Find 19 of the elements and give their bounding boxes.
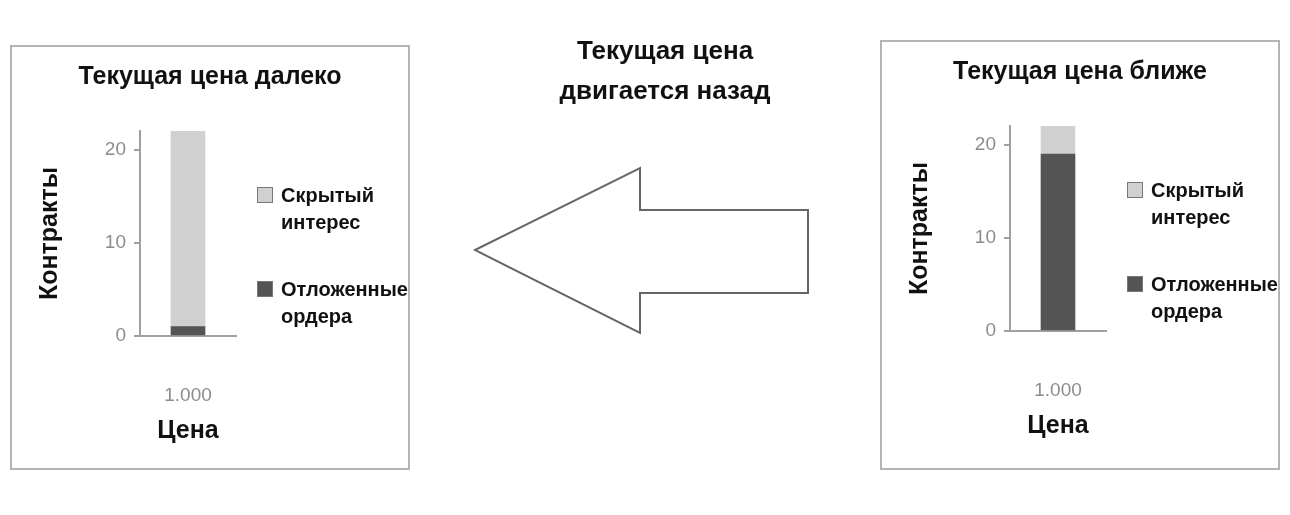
y-tick-label: 10: [974, 226, 996, 248]
y-axis-title: Контракты: [903, 161, 932, 296]
x-axis-title: Цена: [157, 414, 220, 443]
y-tick-label: 0: [115, 324, 126, 346]
y-tick-label: 20: [104, 137, 126, 159]
y-tick-label: 0: [985, 319, 996, 341]
x-axis-title: Цена: [1027, 409, 1090, 438]
y-tick-label: 20: [974, 132, 996, 154]
legend-label: Отложенные ордера: [281, 277, 408, 329]
chart-title: Текущая цена ближе: [952, 55, 1208, 85]
legend-label: Отложенные ордера: [1151, 272, 1278, 324]
x-tick-label: 1.000: [1034, 378, 1082, 400]
legend-label: Скрытый интерес: [1151, 178, 1244, 230]
chart-title: Текущая цена далеко: [77, 60, 343, 90]
x-tick-label: 1.000: [164, 383, 212, 405]
legend-label: Скрытый интерес: [281, 183, 374, 235]
y-axis-title: Контракты: [33, 166, 62, 301]
y-tick-label: 10: [104, 231, 126, 253]
text: Текущая цена двигается назад: [558, 34, 772, 107]
